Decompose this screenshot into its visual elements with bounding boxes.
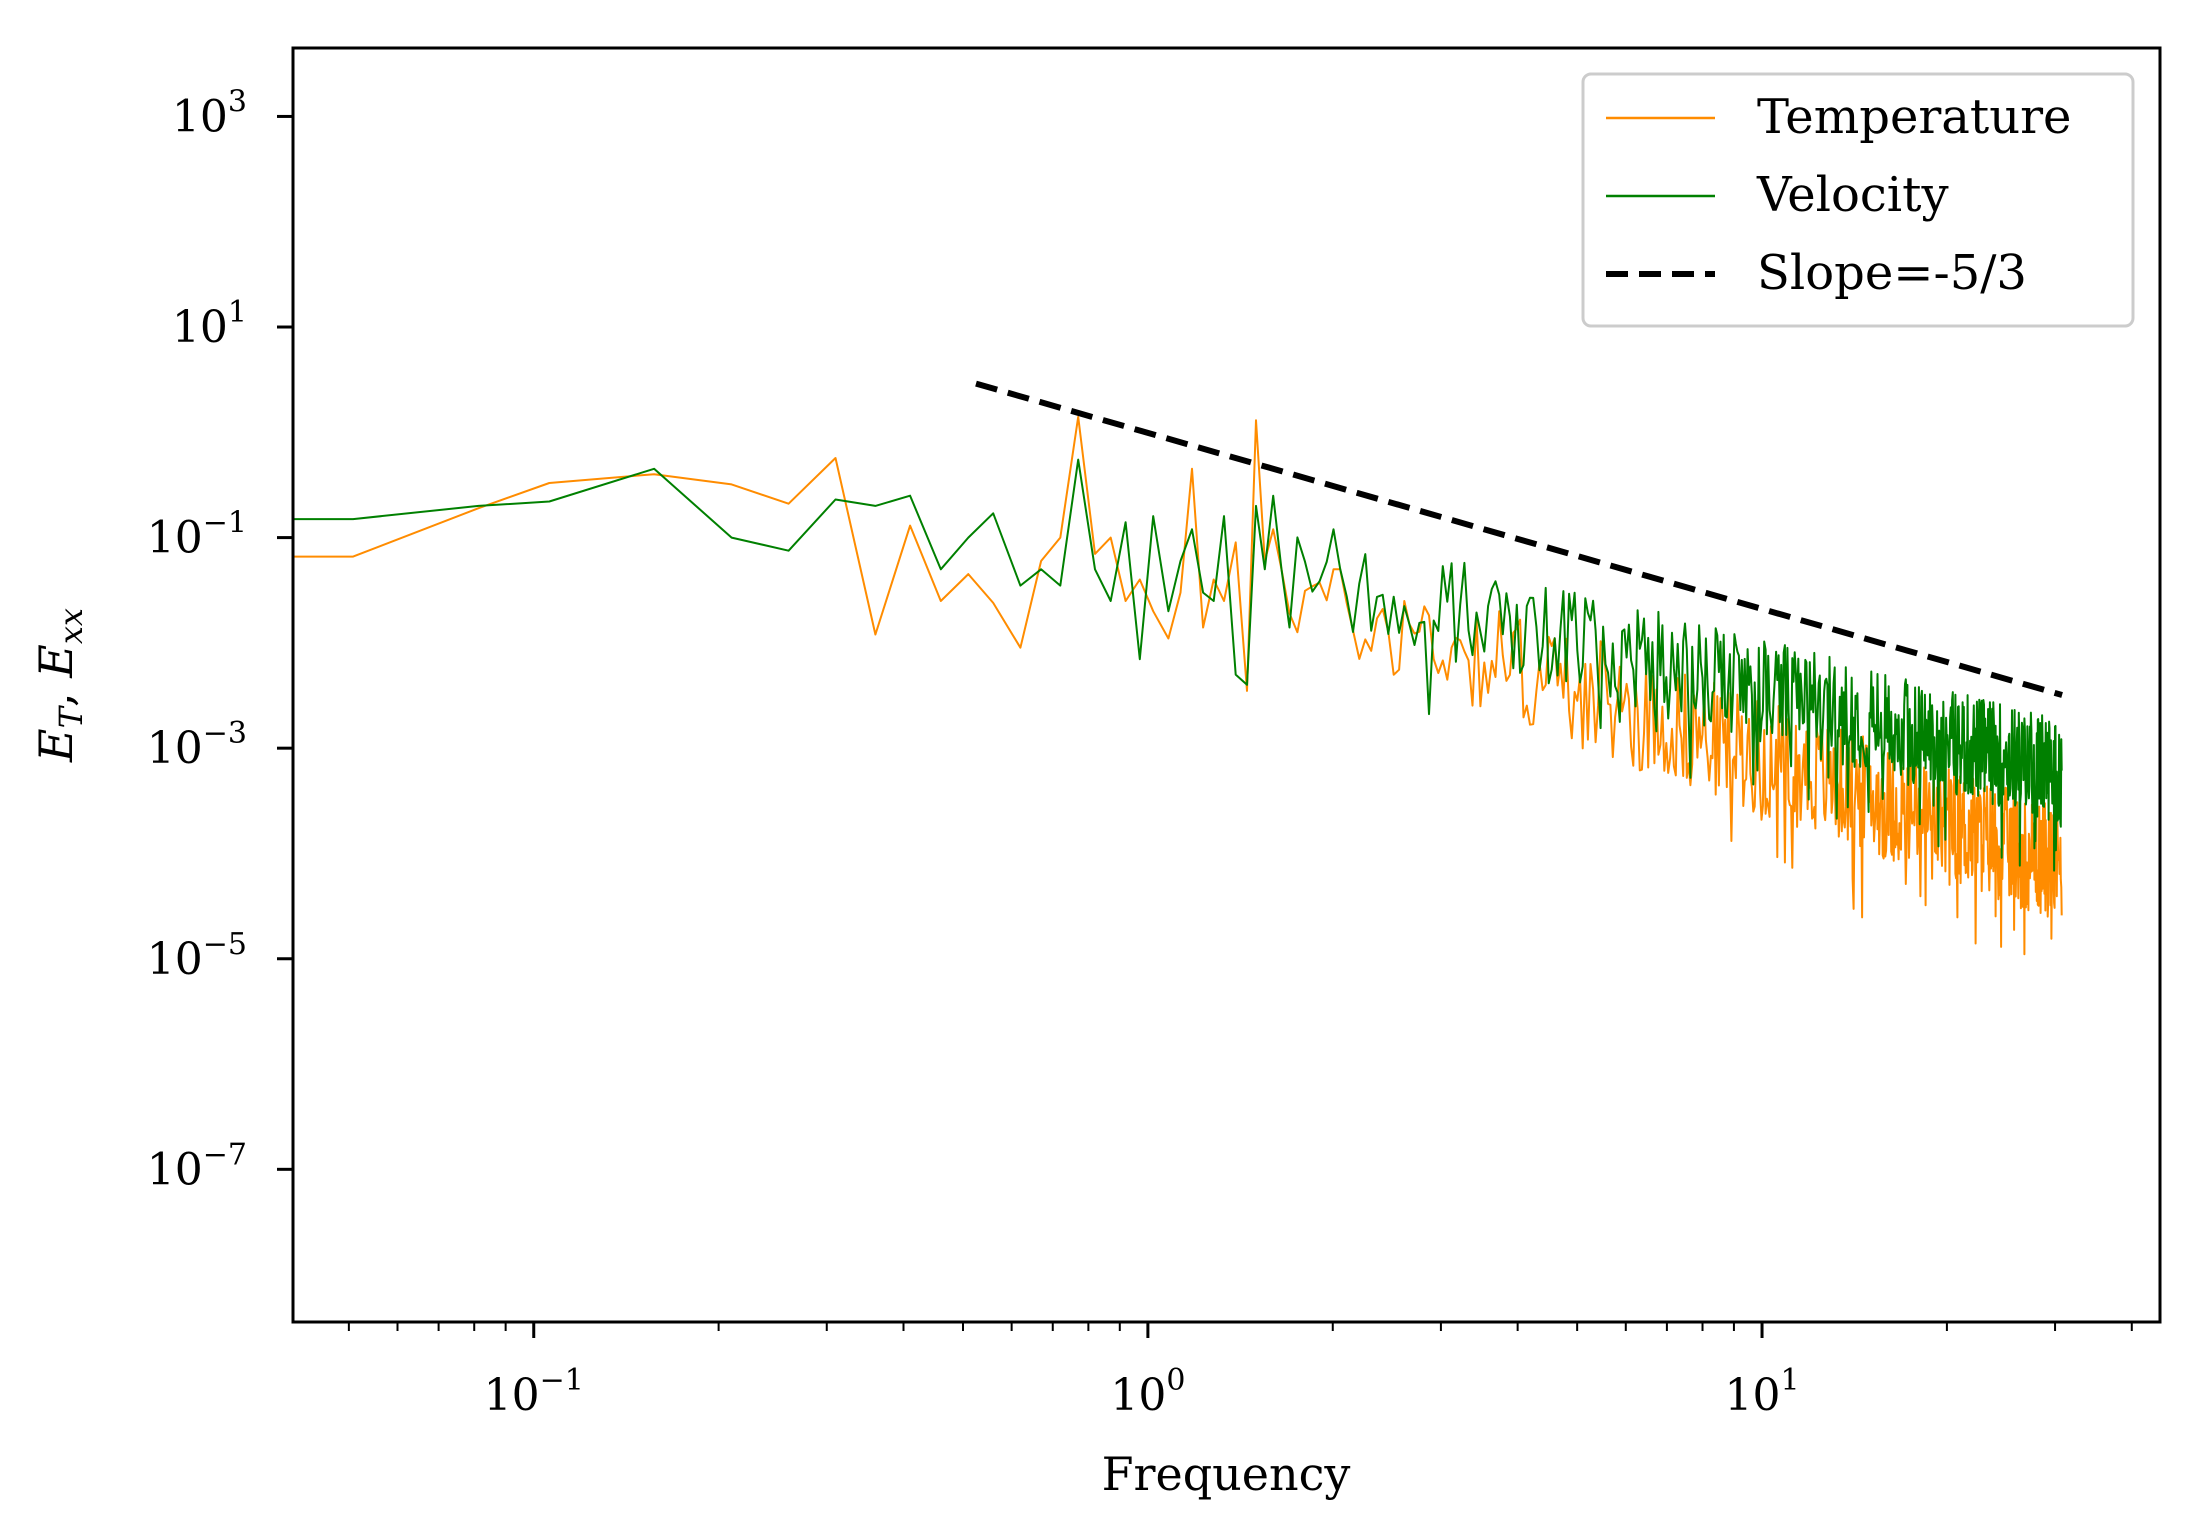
y-axis: 103 101 10−1 10−3 10−5 10−7: [147, 84, 293, 1195]
y-tick-label: 103: [172, 84, 247, 142]
legend-label-slope: Slope=-5/3: [1757, 245, 2027, 301]
series-layer: [293, 380, 2063, 956]
y-axis-label-e1: E: [29, 728, 83, 763]
series-line-velocity: [293, 458, 2063, 872]
y-tick-label: 101: [172, 295, 247, 353]
plot-frame: [291, 46, 2162, 1324]
x-axis-label: Frequency: [1102, 1447, 1351, 1501]
y-axis-label-e2: E: [29, 644, 83, 679]
x-axis: 10−1 100 101: [347, 1322, 2133, 1421]
series-line-slope-5-3: [975, 380, 2063, 698]
y-axis-label-sep: ,: [29, 678, 83, 707]
y-tick-label: 10−1: [147, 506, 247, 564]
series-line-temperature: [293, 415, 2063, 956]
y-axis-label-sub1: T: [52, 704, 90, 728]
y-tick-label: 10−3: [147, 716, 247, 774]
x-tick-label: 101: [1724, 1363, 1799, 1421]
legend-label-velocity: Velocity: [1756, 167, 1949, 223]
legend: Temperature Velocity Slope=-5/3: [1581, 72, 2135, 328]
y-axis-label: ET, Exx: [29, 608, 90, 763]
legend-label-temperature: Temperature: [1757, 89, 2071, 145]
y-tick-label: 10−7: [147, 1137, 247, 1195]
x-tick-label: 10−1: [484, 1363, 584, 1421]
y-axis-label-sub2: xx: [52, 608, 90, 644]
x-tick-label: 100: [1110, 1363, 1185, 1421]
legend-box: [1581, 72, 2135, 328]
y-tick-label: 10−5: [147, 927, 247, 985]
